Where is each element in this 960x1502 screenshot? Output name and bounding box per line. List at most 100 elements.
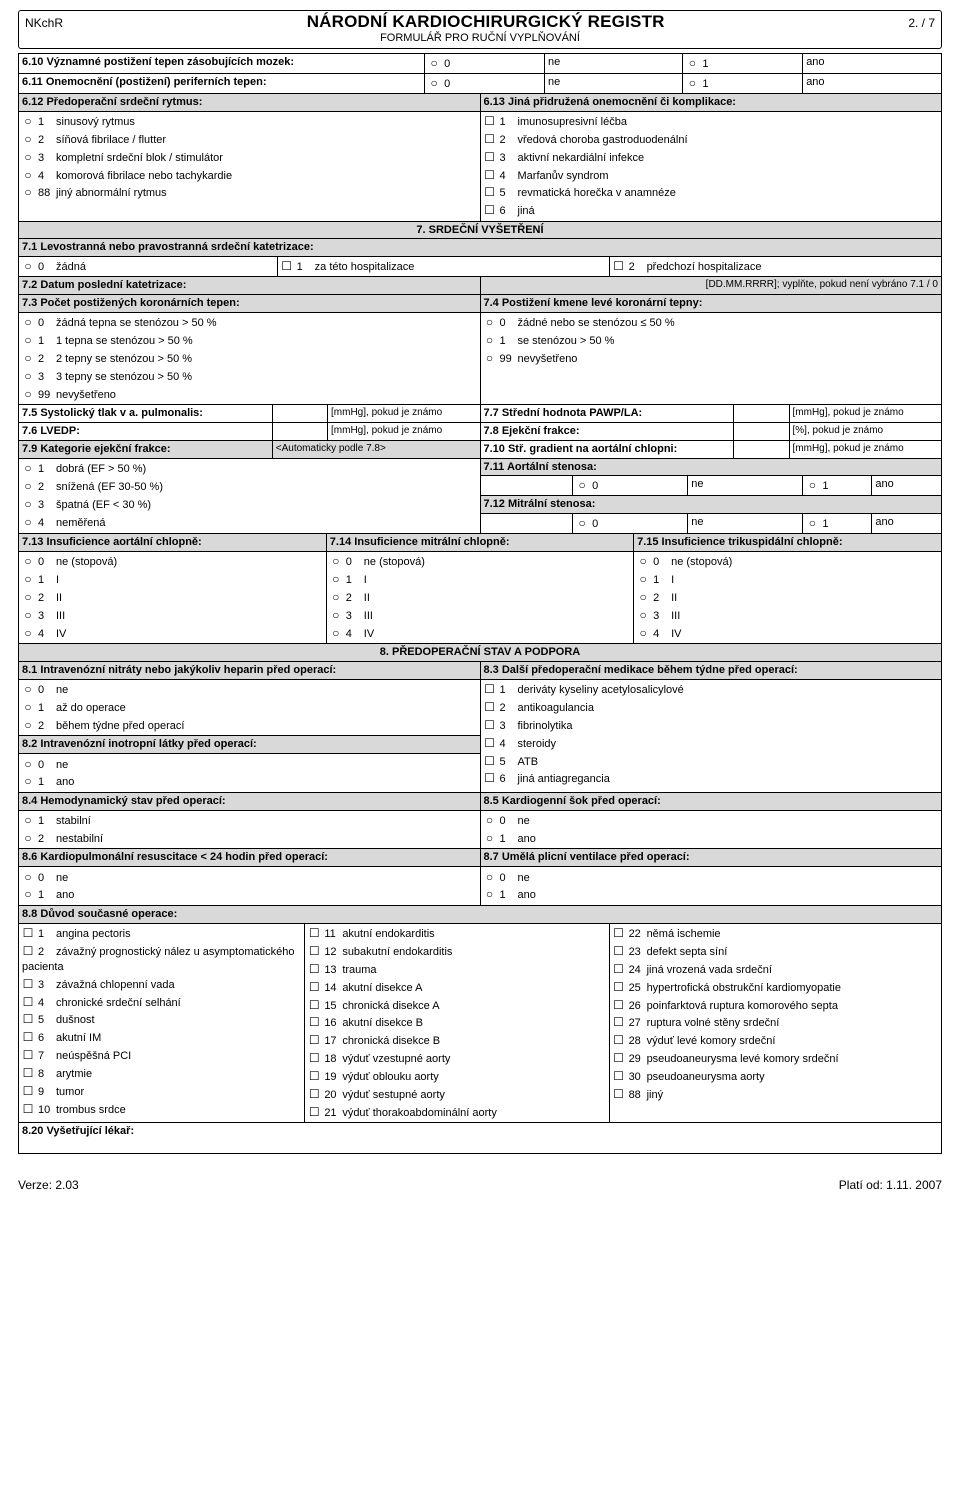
- q714-opt-3[interactable]: 3III: [330, 610, 373, 622]
- q73-opt-1[interactable]: 11 tepna se stenózou > 50 %: [22, 335, 193, 347]
- q88b-opt-4[interactable]: 15chronická disekce A: [308, 1000, 439, 1012]
- q88b-opt-3[interactable]: 14akutní disekce A: [308, 982, 422, 994]
- q88b-opt-7[interactable]: 18výduť vzestupné aorty: [308, 1053, 450, 1065]
- q83-opt-2[interactable]: 3fibrinolytika: [484, 720, 573, 732]
- q81-opt-1[interactable]: 1až do operace: [22, 702, 126, 714]
- q88c-opt-2[interactable]: 24jiná vrozená vada srdeční: [613, 964, 772, 976]
- q79-opt-3[interactable]: 4neměřená: [22, 517, 106, 529]
- q713-opt-0[interactable]: 0ne (stopová): [22, 556, 117, 568]
- q79-opt-2[interactable]: 3špatná (EF < 30 %): [22, 499, 151, 511]
- q82-yes[interactable]: 1ano: [22, 776, 74, 788]
- q715-opt-2[interactable]: 2II: [637, 592, 677, 604]
- q73-opt-2[interactable]: 22 tepny se stenózou > 50 %: [22, 353, 192, 365]
- q78-input[interactable]: [734, 423, 789, 440]
- q88c-opt-5[interactable]: 27ruptura volné stěny srdeční: [613, 1017, 780, 1029]
- q715-opt-1[interactable]: 1I: [637, 574, 674, 586]
- q88c-opt-4[interactable]: 26poinfarktová ruptura komorového septa: [613, 1000, 838, 1012]
- q81-opt-0[interactable]: 0ne: [22, 684, 68, 696]
- q714-opt-4[interactable]: 4IV: [330, 628, 374, 640]
- q612-opt-3[interactable]: 4komorová fibrilace nebo tachykardie: [22, 170, 232, 182]
- q713-opt-2[interactable]: 2II: [22, 592, 62, 604]
- q86-no[interactable]: 0ne: [22, 872, 68, 884]
- q85-yes[interactable]: 1ano: [484, 833, 536, 845]
- q88a-opt-6[interactable]: 7neúspěšná PCI: [22, 1050, 131, 1062]
- q711-yes[interactable]: 1: [806, 480, 840, 492]
- q74-opt-2[interactable]: 99nevyšetřeno: [484, 353, 578, 365]
- q88a-opt-7[interactable]: 8arytmie: [22, 1068, 92, 1080]
- q75-input[interactable]: [272, 405, 327, 422]
- q613-opt-0[interactable]: 1imunosupresivní léčba: [484, 116, 627, 128]
- q87-yes[interactable]: 1ano: [484, 889, 536, 901]
- q613-opt-3[interactable]: 4Marfanův syndrom: [484, 170, 609, 182]
- q713-opt-1[interactable]: 1I: [22, 574, 59, 586]
- q612-opt-0[interactable]: 1sinusový rytmus: [22, 116, 135, 128]
- q610-no[interactable]: 0: [428, 58, 462, 70]
- q88c-opt-3[interactable]: 25hypertrofická obstrukční kardiomyopati…: [613, 982, 841, 994]
- q83-opt-1[interactable]: 2antikoagulancia: [484, 702, 594, 714]
- q88c-opt-0[interactable]: 22němá ischemie: [613, 928, 721, 940]
- q611-no[interactable]: 0: [428, 78, 462, 90]
- q88a-opt-5[interactable]: 6akutní IM: [22, 1032, 101, 1044]
- q713-opt-3[interactable]: 3III: [22, 610, 65, 622]
- q77-input[interactable]: [734, 405, 789, 422]
- q88a-opt-0[interactable]: 1angina pectoris: [22, 928, 131, 940]
- q82-no[interactable]: 0ne: [22, 759, 68, 771]
- q88a-opt-8[interactable]: 9tumor: [22, 1086, 84, 1098]
- q612-opt-1[interactable]: 2síňová fibrilace / flutter: [22, 134, 166, 146]
- q88b-opt-9[interactable]: 20výduť sestupné aorty: [308, 1089, 445, 1101]
- q84-opt-1[interactable]: 2nestabilní: [22, 833, 103, 845]
- q714-opt-0[interactable]: 0ne (stopová): [330, 556, 425, 568]
- q88a-opt-1[interactable]: 2závažný prognostický nález u asymptomat…: [22, 946, 294, 973]
- q715-opt-4[interactable]: 4IV: [637, 628, 681, 640]
- q711-no[interactable]: 0: [576, 480, 610, 492]
- q88b-opt-6[interactable]: 17chronická disekce B: [308, 1035, 440, 1047]
- q613-opt-2[interactable]: 3aktivní nekardiální infekce: [484, 152, 645, 164]
- q713-opt-4[interactable]: 4IV: [22, 628, 66, 640]
- q88b-opt-10[interactable]: 21výduť thorakoabdominální aorty: [308, 1107, 497, 1119]
- q613-opt-1[interactable]: 2vředová choroba gastroduodenální: [484, 134, 688, 146]
- q71-opt-0[interactable]: 0žádná: [22, 261, 86, 273]
- q88a-opt-4[interactable]: 5dušnost: [22, 1014, 95, 1026]
- q73-opt-0[interactable]: 0žádná tepna se stenózou > 50 %: [22, 317, 217, 329]
- q613-opt-4[interactable]: 5revmatická horečka v anamnéze: [484, 187, 676, 199]
- q88c-opt-1[interactable]: 23defekt septa síní: [613, 946, 728, 958]
- q88c-opt-6[interactable]: 28výduť levé komory srdeční: [613, 1035, 776, 1047]
- q81-opt-2[interactable]: 2během týdne před operací: [22, 720, 184, 732]
- q611-yes[interactable]: 1: [686, 78, 720, 90]
- q88c-opt-8[interactable]: 30pseudoaneurysma aorty: [613, 1071, 765, 1083]
- q715-opt-0[interactable]: 0ne (stopová): [637, 556, 732, 568]
- q612-opt-4[interactable]: 88jiný abnormální rytmus: [22, 187, 167, 199]
- q88b-opt-8[interactable]: 19výduť oblouku aorty: [308, 1071, 438, 1083]
- q85-no[interactable]: 0ne: [484, 815, 530, 827]
- q88b-opt-1[interactable]: 12subakutní endokarditis: [308, 946, 452, 958]
- q79-opt-1[interactable]: 2snížená (EF 30-50 %): [22, 481, 163, 493]
- q710-input[interactable]: [734, 441, 789, 458]
- q88c-opt-9[interactable]: 88jiný: [613, 1089, 664, 1101]
- q714-opt-2[interactable]: 2II: [330, 592, 370, 604]
- q83-opt-0[interactable]: 1deriváty kyseliny acetylosalicylové: [484, 684, 684, 696]
- q74-opt-0[interactable]: 0žádné nebo se stenózou ≤ 50 %: [484, 317, 675, 329]
- q88b-opt-2[interactable]: 13trauma: [308, 964, 376, 976]
- q88a-opt-3[interactable]: 4chronické srdeční selhání: [22, 997, 181, 1009]
- q712-yes[interactable]: 1: [806, 518, 840, 530]
- q88c-opt-7[interactable]: 29pseudoaneurysma levé komory srdeční: [613, 1053, 839, 1065]
- q71-opt-2[interactable]: 2předchozí hospitalizace: [613, 261, 762, 273]
- q612-opt-2[interactable]: 3kompletní srdeční blok / stimulátor: [22, 152, 223, 164]
- q74-opt-1[interactable]: 1se stenózou > 50 %: [484, 335, 615, 347]
- q610-yes[interactable]: 1: [686, 58, 720, 70]
- q86-yes[interactable]: 1ano: [22, 889, 74, 901]
- q88a-opt-2[interactable]: 3závažná chlopenní vada: [22, 979, 175, 991]
- q88b-opt-5[interactable]: 16akutní disekce B: [308, 1017, 423, 1029]
- q715-opt-3[interactable]: 3III: [637, 610, 680, 622]
- q712-no[interactable]: 0: [576, 518, 610, 530]
- q83-opt-4[interactable]: 5ATB: [484, 756, 539, 768]
- q87-no[interactable]: 0ne: [484, 872, 530, 884]
- q88a-opt-9[interactable]: 10trombus srdce: [22, 1104, 126, 1116]
- q83-opt-5[interactable]: 6jiná antiagregancia: [484, 773, 610, 785]
- q88b-opt-0[interactable]: 11akutní endokarditis: [308, 928, 434, 940]
- q76-input[interactable]: [272, 423, 327, 440]
- q83-opt-3[interactable]: 4steroidy: [484, 738, 557, 750]
- q613-opt-5[interactable]: 6jiná: [484, 205, 535, 217]
- q73-opt-4[interactable]: 99nevyšetřeno: [22, 389, 116, 401]
- q73-opt-3[interactable]: 33 tepny se stenózou > 50 %: [22, 371, 192, 383]
